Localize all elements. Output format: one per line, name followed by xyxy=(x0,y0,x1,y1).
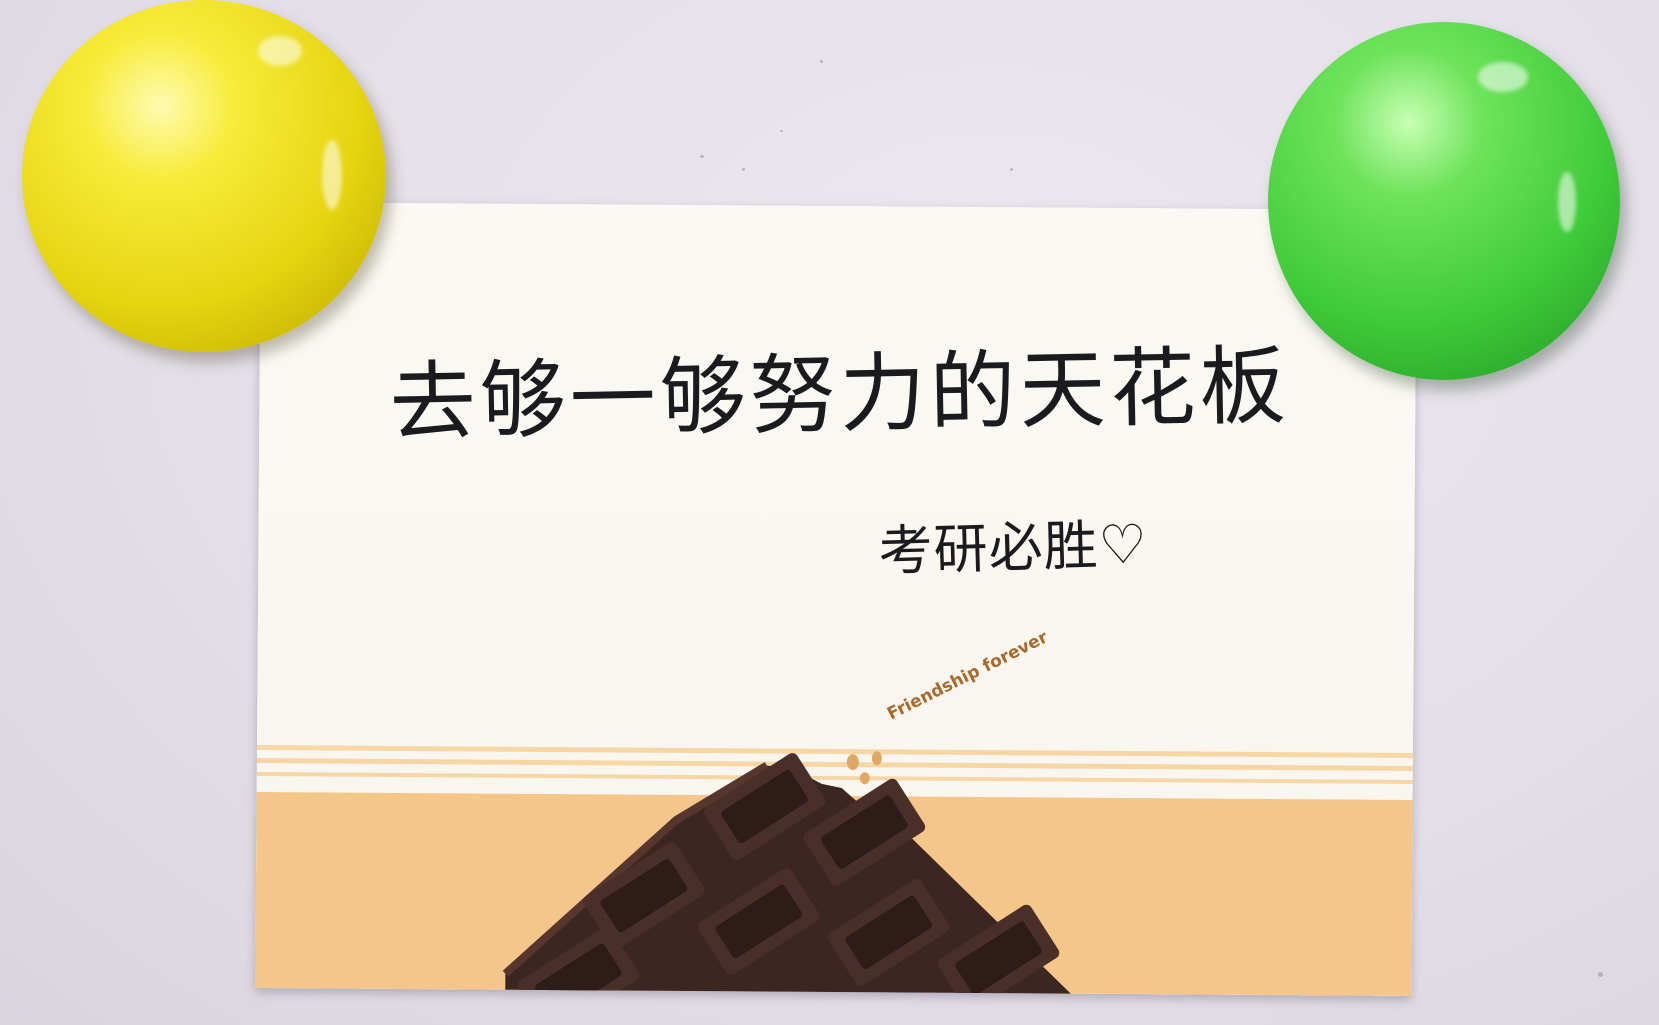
magnet-highlight xyxy=(258,36,302,66)
crumb xyxy=(846,754,859,771)
chocolate-square xyxy=(803,778,926,886)
chocolate-crumbs xyxy=(846,751,882,785)
yellow-magnet xyxy=(22,0,386,352)
green-magnet xyxy=(1268,22,1620,380)
magnet-highlight xyxy=(1558,172,1576,232)
crumb xyxy=(871,751,882,766)
chocolate-square xyxy=(827,878,950,986)
board-speck xyxy=(1598,972,1603,977)
magnet-highlight xyxy=(322,140,342,210)
message-card: 去够一够努力的天花板 考研必胜♡ Friendship forever xyxy=(255,201,1417,997)
board-speck xyxy=(820,60,823,63)
chocolate-square xyxy=(517,926,640,997)
chocolate-square xyxy=(698,868,820,975)
chocolate-edge xyxy=(502,762,769,977)
board-speck xyxy=(700,155,704,158)
board-speck xyxy=(780,130,783,132)
crumb xyxy=(859,772,870,785)
board-speck xyxy=(1010,168,1013,171)
chocolate-square xyxy=(937,904,1060,997)
board-speck xyxy=(742,168,745,171)
chocolate-bar-illustration xyxy=(502,753,1086,997)
chocolate-square xyxy=(703,753,826,861)
chocolate-square xyxy=(583,842,705,950)
magnet-highlight xyxy=(1478,62,1528,92)
